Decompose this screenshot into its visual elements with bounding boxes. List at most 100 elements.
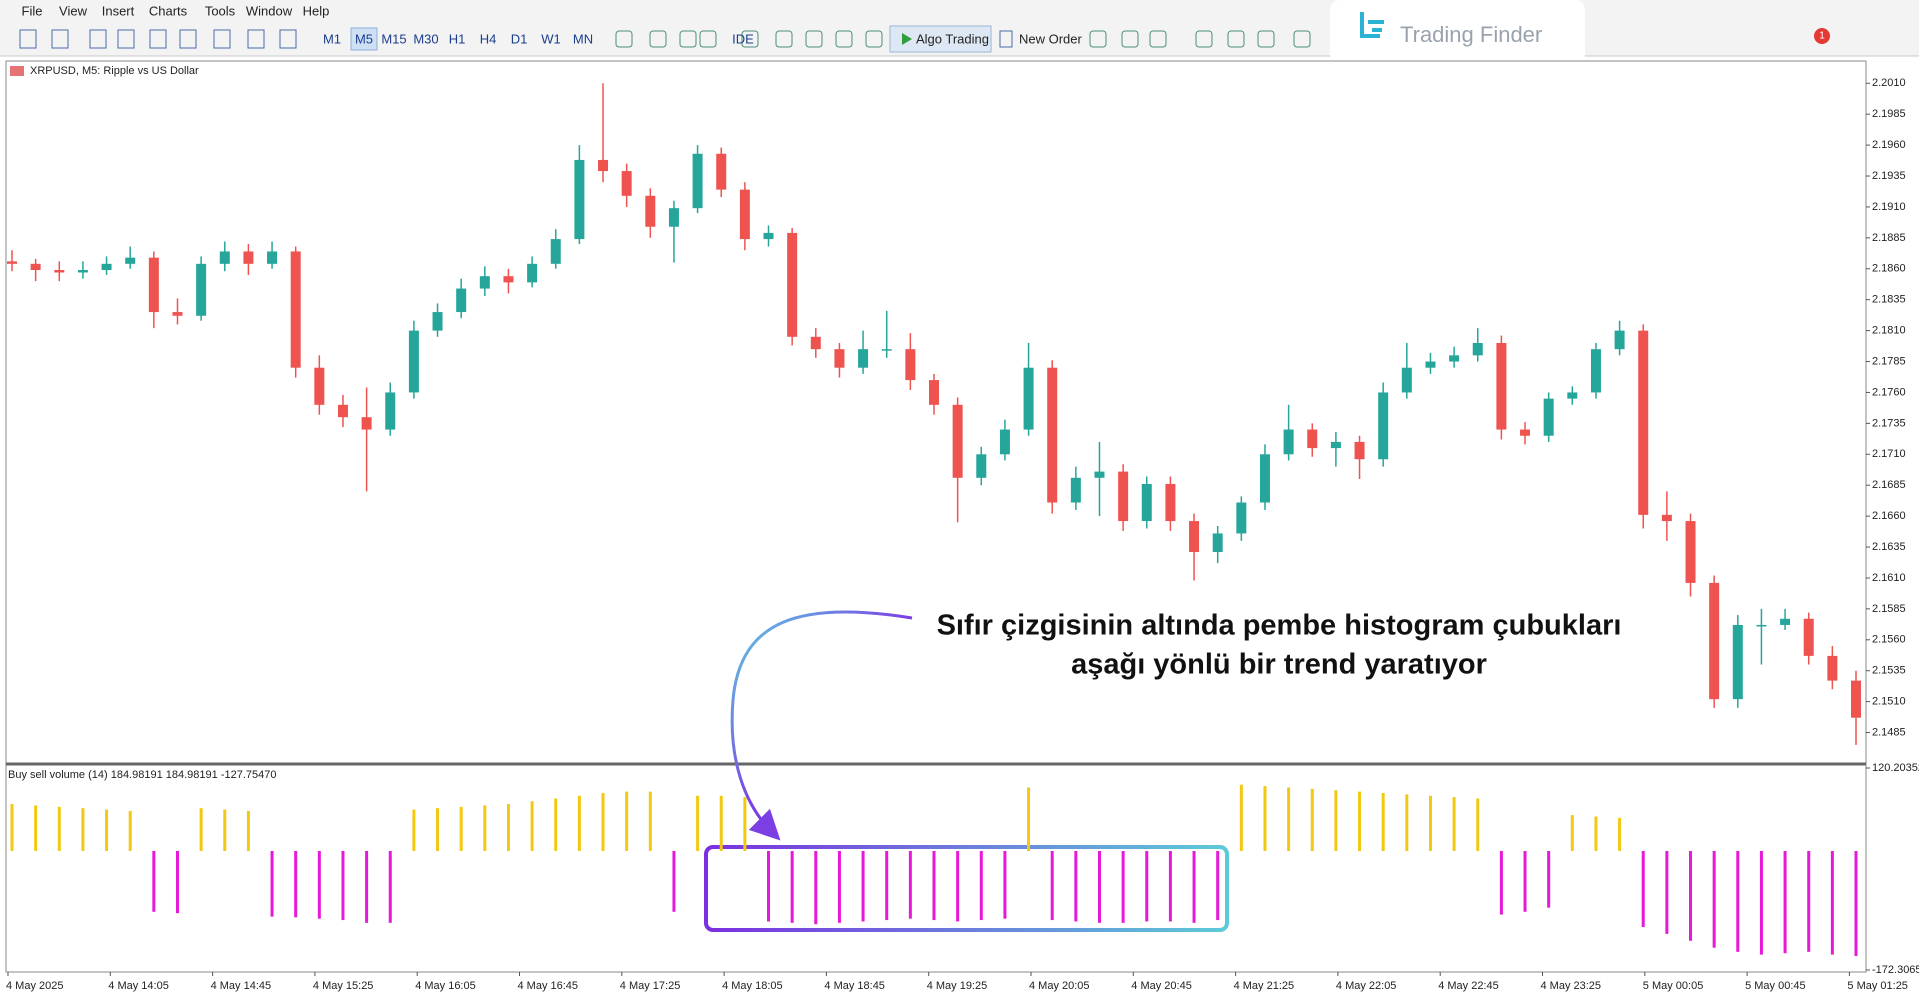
candle-body	[1472, 342, 1483, 356]
timeframe-button[interactable]: M30	[413, 31, 438, 46]
x-tick-label: 4 May 23:25	[1541, 980, 1602, 992]
histogram-bar	[696, 795, 700, 852]
histogram-bar	[719, 795, 723, 852]
menu-item[interactable]: Tools	[205, 3, 236, 18]
algo-trading-button[interactable]	[889, 25, 992, 53]
tool-icon[interactable]	[805, 30, 823, 48]
tool-icon[interactable]	[1293, 30, 1311, 48]
histogram-bar	[1168, 851, 1172, 922]
x-tick-label: 4 May 15:25	[313, 980, 374, 992]
tool-icon[interactable]	[117, 29, 135, 49]
algo-trading-label[interactable]: Algo Trading	[916, 31, 989, 46]
candle-body	[716, 153, 727, 190]
histogram-bar	[1499, 851, 1503, 915]
candle-body	[1165, 483, 1176, 522]
y-tick-label: 2.1710	[1872, 448, 1906, 460]
histogram-bar	[1003, 851, 1007, 919]
tool-icon[interactable]	[279, 29, 297, 49]
candle-body	[574, 159, 585, 240]
tool-icon[interactable]	[1121, 30, 1139, 48]
y-tick-label: 2.1960	[1872, 139, 1906, 151]
timeframe-button[interactable]: M15	[381, 31, 406, 46]
tool-icon[interactable]	[679, 30, 697, 48]
tool-icon[interactable]	[213, 29, 231, 49]
candle-body	[1496, 342, 1507, 430]
timeframe-button[interactable]: D1	[511, 31, 528, 46]
candle-body	[905, 349, 916, 381]
tool-icon[interactable]	[247, 29, 265, 49]
tool-icon[interactable]	[699, 30, 717, 48]
histogram-bar	[1310, 788, 1314, 852]
new-order-button[interactable]: New Order	[1019, 31, 1083, 46]
timeframe-button[interactable]: M5	[355, 31, 373, 46]
candle-body	[952, 404, 963, 478]
candle-body	[858, 349, 869, 368]
menu-item[interactable]: File	[22, 3, 43, 18]
menu-item[interactable]: Window	[246, 3, 293, 18]
candle-body	[1520, 429, 1531, 436]
menu-item[interactable]: Insert	[102, 3, 135, 18]
y-tick-label: 2.1485	[1872, 726, 1906, 738]
timeframe-button[interactable]: H1	[449, 31, 466, 46]
histogram-bar	[625, 791, 629, 852]
histogram-bar	[317, 851, 321, 919]
histogram-bar	[365, 851, 369, 923]
histogram-bar	[1759, 851, 1763, 955]
tool-icon[interactable]	[51, 29, 69, 49]
histogram-bar	[1547, 851, 1551, 908]
y-tick-label: 2.1560	[1872, 634, 1906, 646]
tool-icon[interactable]	[149, 29, 167, 49]
histogram-bar	[1239, 784, 1243, 852]
candle-body	[1354, 441, 1365, 460]
candle-body	[1189, 521, 1200, 552]
tool-icon[interactable]	[179, 29, 197, 49]
candle-body	[1543, 398, 1554, 436]
tool-icon[interactable]	[19, 29, 37, 49]
histogram-bar	[577, 795, 581, 852]
timeframe-button[interactable]: M1	[323, 31, 341, 46]
tool-icon[interactable]	[89, 29, 107, 49]
logo-icon	[1360, 12, 1384, 38]
tool-icon[interactable]	[1089, 30, 1107, 48]
candle-body	[621, 171, 632, 196]
candle-body	[7, 261, 17, 264]
menu-bar	[0, 0, 1919, 24]
tool-icon[interactable]	[741, 30, 759, 48]
candle-body	[314, 367, 325, 405]
tool-icon[interactable]	[1149, 30, 1167, 48]
histogram-bar	[341, 851, 345, 921]
tool-icon[interactable]	[1257, 30, 1275, 48]
tool-icon[interactable]	[865, 30, 883, 48]
candle-body	[550, 239, 561, 264]
y-tick-label: 2.1810	[1872, 325, 1906, 337]
tool-icon[interactable]	[775, 30, 793, 48]
timeframe-button[interactable]: H4	[480, 31, 497, 46]
menu-item[interactable]: Help	[303, 3, 330, 18]
histogram-bar	[175, 851, 179, 914]
tool-icon[interactable]	[835, 30, 853, 48]
menu-item[interactable]: View	[59, 3, 88, 18]
timeframe-button[interactable]: W1	[541, 31, 561, 46]
tool-icon[interactable]	[615, 30, 633, 48]
candle-body	[810, 336, 821, 350]
tool-icon[interactable]	[649, 30, 667, 48]
candle-body	[1141, 483, 1152, 522]
ide-button[interactable]: IDE	[732, 31, 754, 46]
candle-body	[267, 251, 278, 264]
candle-body	[1378, 392, 1389, 460]
tool-icon[interactable]	[1227, 30, 1245, 48]
histogram-bar	[1523, 851, 1527, 912]
candle-body	[101, 263, 112, 271]
x-tick-label: 4 May 14:05	[108, 980, 169, 992]
histogram-bar	[1689, 851, 1693, 941]
candle-body	[1449, 355, 1460, 362]
menu-item[interactable]: Charts	[149, 3, 188, 18]
histogram-bar	[294, 851, 298, 918]
x-tick-label: 4 May 20:05	[1029, 980, 1090, 992]
candle-body	[1212, 533, 1223, 552]
timeframe-button[interactable]: MN	[573, 31, 593, 46]
histogram-bar	[1428, 795, 1432, 852]
tool-icon[interactable]	[1195, 30, 1213, 48]
notification-badge[interactable]	[1814, 28, 1830, 44]
logo-text: Trading Finder	[1400, 22, 1542, 47]
